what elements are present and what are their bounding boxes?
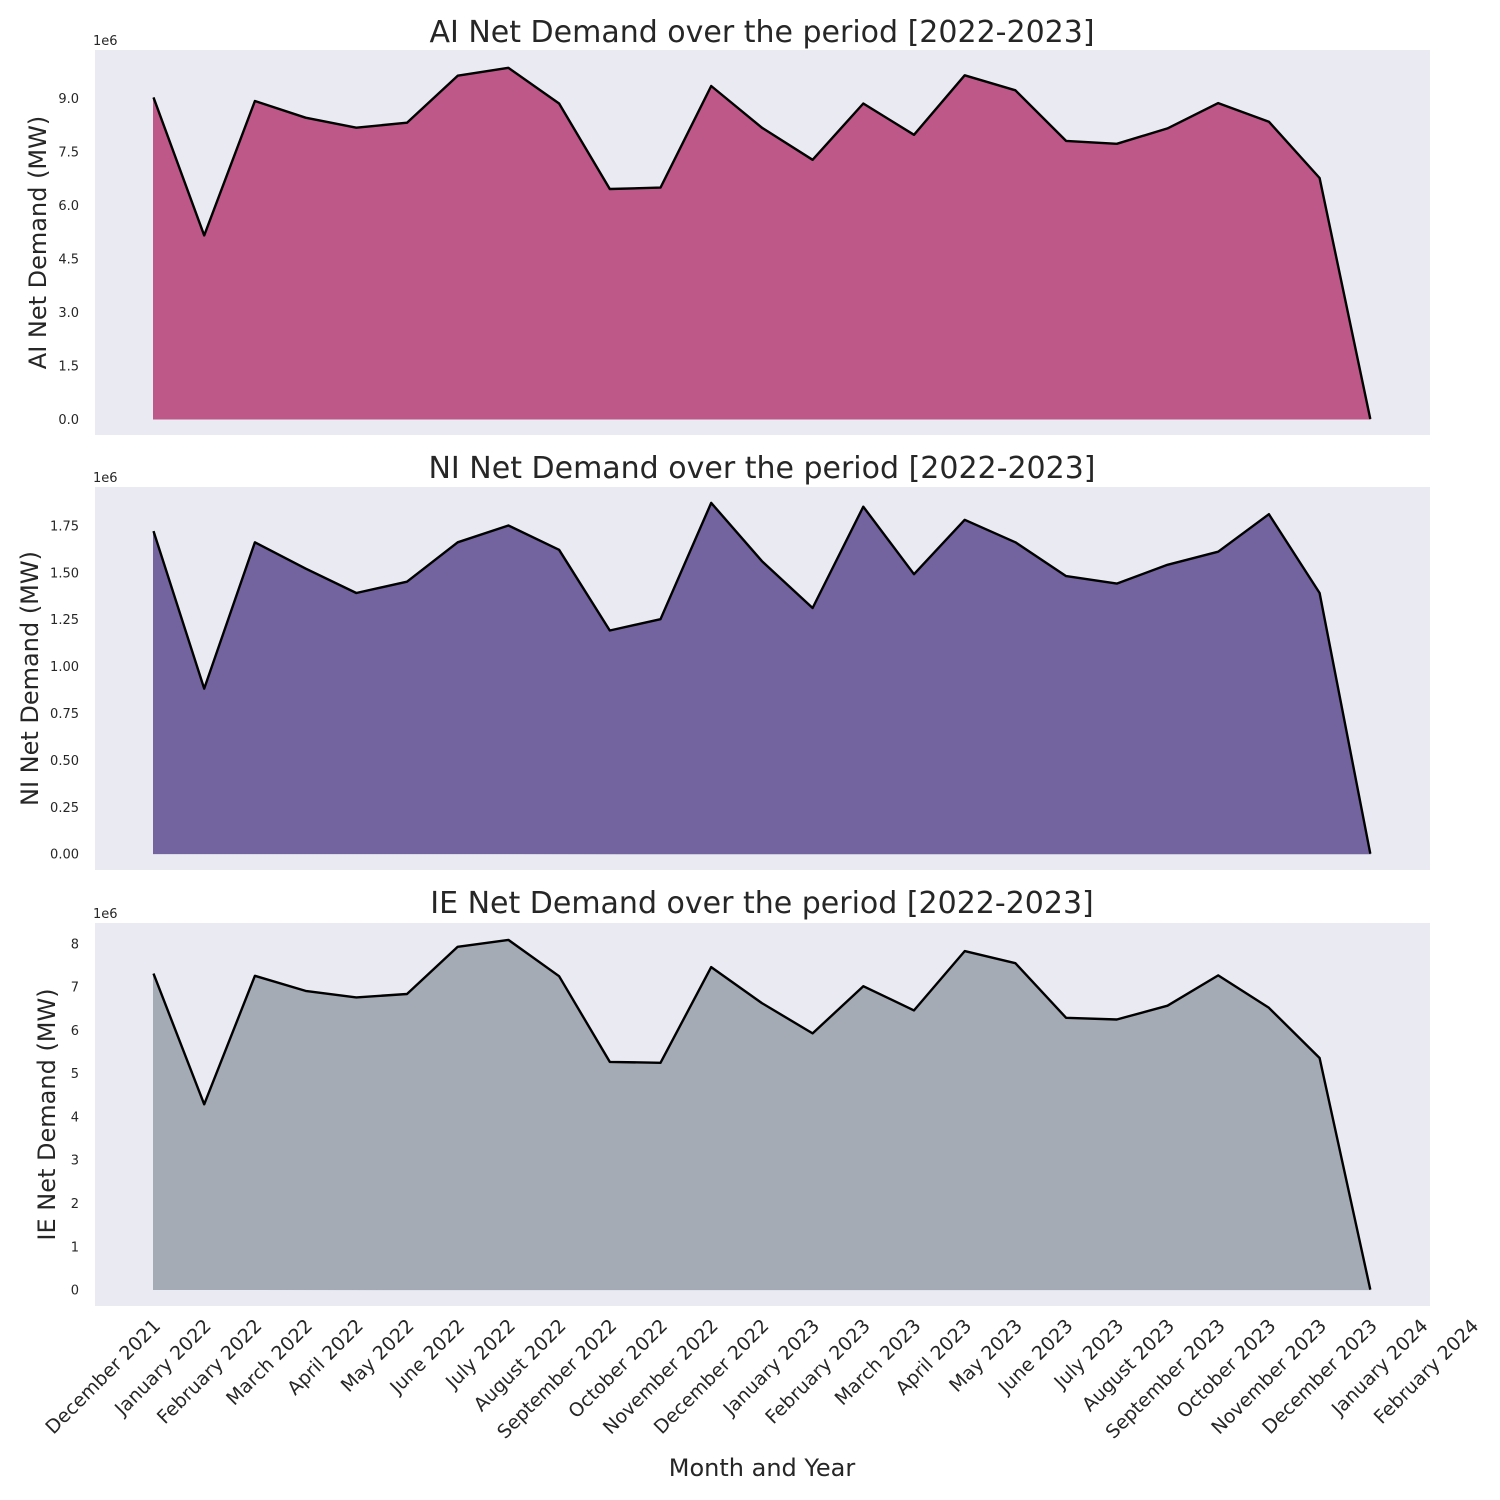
ni-y-tick-label: 1.25 — [50, 613, 79, 628]
x-axis-label: Month and Year — [669, 1454, 856, 1482]
ai-y-tick-label: 4.5 — [58, 253, 79, 268]
ie-y-tick-label: 8 — [71, 937, 79, 952]
ai-y-axis-label: AI Net Demand (MW) — [24, 116, 52, 369]
ie-line — [152, 938, 1372, 1290]
ni-y-tick-label: 0.25 — [50, 801, 79, 816]
ai-panel: 0.0 1.5 3.0 4.5 6.0 7.5 9.0 1e6 AI Net Demand ov… — [24, 15, 1430, 435]
ai-chart-title: AI Net Demand over the period [2022-2023… — [429, 15, 1094, 50]
ie-y-tick-label: 1 — [71, 1240, 79, 1255]
ie-y-tick-label: 6 — [71, 1024, 79, 1039]
ie-chart-title: IE Net Demand over the period [2022-2023… — [430, 886, 1094, 921]
ie-y-tick-label: 3 — [71, 1154, 79, 1169]
ni-y-tick-label: 1.75 — [50, 519, 79, 534]
ni-y-tick-label: 0.75 — [50, 707, 79, 722]
ai-y-tick-label: 9.0 — [58, 92, 79, 107]
ie-y-axis-label: IE Net Demand (MW) — [33, 988, 61, 1240]
ie-y-tick-label: 2 — [71, 1197, 79, 1212]
ie-y-tick-label: 7 — [71, 981, 79, 996]
ie-panel: 0 1 2 3 4 5 6 7 8 1e6 IE Net Demand over the perio… — [33, 886, 1430, 1306]
ni-chart-title: NI Net Demand over the period [2022-2023… — [428, 451, 1095, 486]
ie-axis-multiplier: 1e6 — [93, 907, 118, 922]
ai-y-tick-label: 0.0 — [58, 413, 79, 428]
ai-line — [152, 66, 1372, 420]
ai-y-tick-label: 7.5 — [58, 146, 79, 161]
ni-axis-multiplier: 1e6 — [93, 471, 118, 486]
ai-axis-multiplier: 1e6 — [93, 34, 118, 49]
ai-y-tick-label: 6.0 — [58, 199, 79, 214]
ie-y-tick-label: 5 — [71, 1067, 79, 1082]
ai-y-tick-label: 1.5 — [58, 359, 79, 374]
ni-panel: 0.00 0.25 0.50 0.75 1.00 1.25 1.50 1.75 1e6 NI Ne… — [16, 451, 1430, 870]
ni-y-axis-label: NI Net Demand (MW) — [16, 551, 44, 806]
ni-y-tick-label: 0.00 — [50, 848, 79, 863]
ie-y-tick-label: 0 — [71, 1284, 79, 1299]
ni-y-tick-label: 1.00 — [50, 660, 79, 675]
ni-y-tick-label: 0.50 — [50, 754, 79, 769]
ni-y-tick-label: 1.50 — [50, 566, 79, 581]
ai-y-tick-label: 3.0 — [58, 306, 79, 321]
ni-line — [152, 501, 1372, 854]
ie-y-tick-label: 4 — [71, 1110, 79, 1125]
